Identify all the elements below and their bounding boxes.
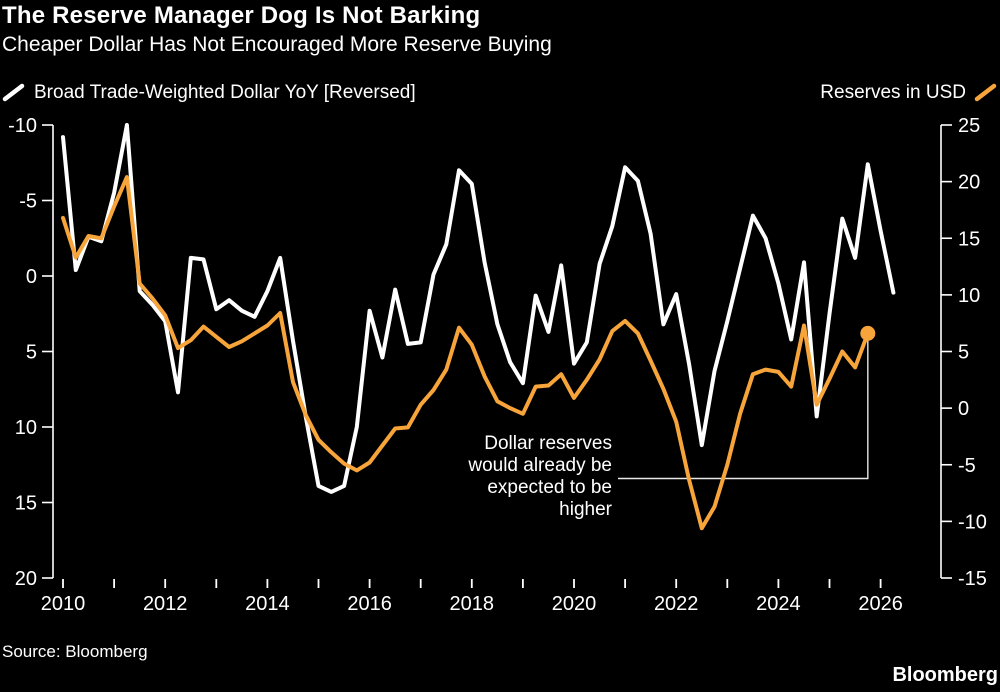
bloomberg-logo: Bloomberg: [892, 664, 998, 686]
chart-title: The Reserve Manager Dog Is Not Barking: [2, 2, 481, 29]
x-axis-label: 2014: [245, 593, 290, 615]
left-axis-tick-label: -5: [19, 191, 37, 213]
source-text: Source: Bloomberg: [2, 642, 148, 661]
legend-dollar-yoy: Broad Trade-Weighted Dollar YoY [Reverse…: [2, 82, 416, 104]
annotation-callout-label: Dollar reserves would already be expecte…: [468, 433, 612, 520]
left-axis-tick-label: 5: [26, 342, 37, 364]
white-line-swatch-icon: [2, 83, 25, 102]
orange-line-swatch-icon: [974, 83, 997, 102]
x-axis-label: 2024: [756, 593, 801, 615]
legend-reserves-label: Reserves in USD: [820, 82, 966, 103]
left-axis-tick-label: 20: [15, 568, 37, 590]
legend-dollar-yoy-label: Broad Trade-Weighted Dollar YoY [Reverse…: [34, 82, 416, 103]
left-axis-tick-label: 15: [15, 493, 37, 515]
x-axis-label: 2026: [858, 593, 903, 615]
x-axis-label: 2020: [552, 593, 597, 615]
dollar-yoy-line: [61, 123, 896, 494]
left-axis-tick-label: -10: [8, 115, 37, 137]
left-axis-tick-label: 0: [26, 266, 37, 288]
x-axis-label: 2010: [41, 593, 86, 615]
x-axis-label: 2022: [654, 593, 699, 615]
right-axis-tick-label: -5: [958, 455, 976, 477]
legend-reserves: Reserves in USD: [820, 82, 998, 104]
x-axis-label: 2012: [143, 593, 188, 615]
left-axis-tick-label: 10: [15, 417, 37, 439]
right-axis-tick-label: 10: [958, 285, 980, 307]
chart-subtitle: Cheaper Dollar Has Not Encouraged More R…: [2, 33, 552, 56]
right-axis-tick-label: 0: [958, 398, 969, 420]
right-axis-tick-label: 15: [958, 228, 980, 250]
right-axis-tick-label: -10: [958, 511, 987, 533]
reserves-endpoint-dot: [860, 325, 876, 341]
annotation-callout-line: [618, 333, 869, 480]
reserves-line: [61, 175, 870, 531]
right-axis-tick-label: 25: [958, 115, 980, 137]
right-axis-tick-label: -15: [958, 568, 987, 590]
x-axis-label: 2016: [347, 593, 392, 615]
right-axis-tick-label: 20: [958, 172, 980, 194]
right-axis-tick-label: 5: [958, 342, 969, 364]
x-axis-label: 2018: [450, 593, 495, 615]
